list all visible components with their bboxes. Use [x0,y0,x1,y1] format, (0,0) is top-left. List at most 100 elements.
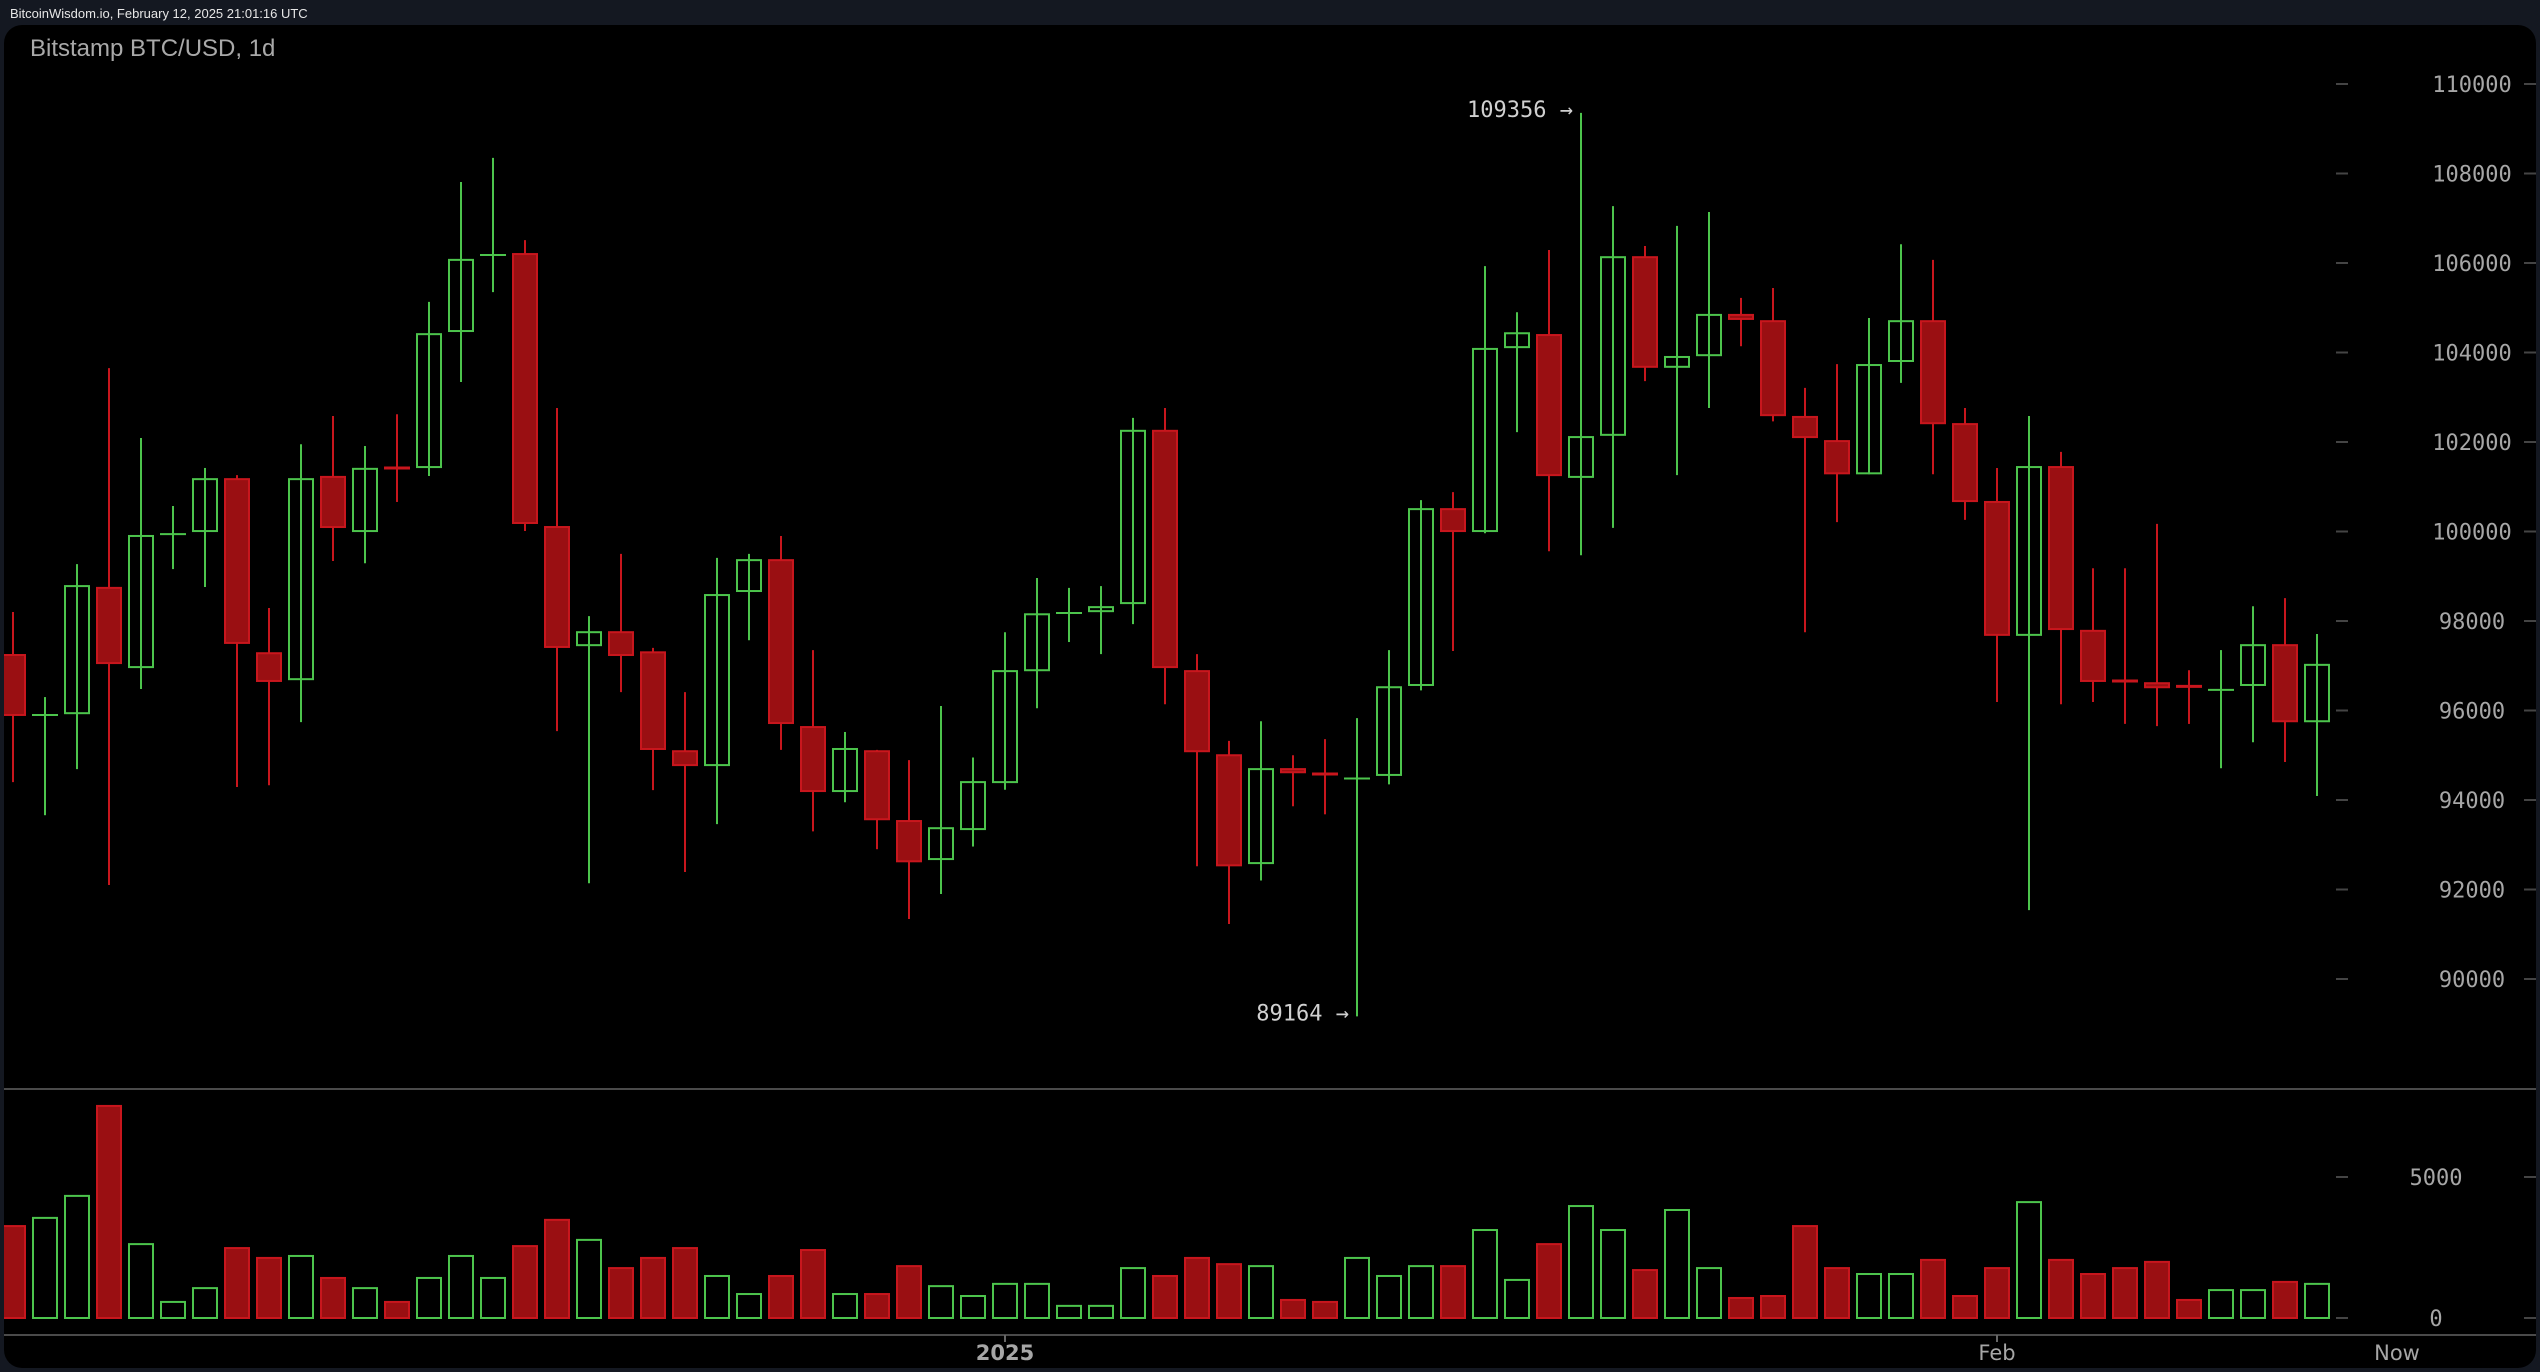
volume-bar-down[interactable] [96,1104,122,1320]
candle-down-body[interactable] [1792,415,1818,439]
volume-bar-down[interactable] [2112,1267,2138,1320]
candle-up-body[interactable] [960,781,986,831]
volume-bar-up[interactable] [2304,1282,2330,1320]
volume-bar-up[interactable] [1376,1274,1402,1320]
volume-bar-up[interactable] [1504,1278,1530,1320]
candle-up-body[interactable] [928,827,954,861]
volume-bar-up[interactable] [2208,1289,2234,1320]
candle-up-body[interactable] [1856,364,1882,475]
candle-up-body[interactable] [448,258,474,333]
candle-down-body[interactable] [1824,440,1850,475]
candle-up-body[interactable] [64,585,90,715]
volume-bar-down[interactable] [256,1256,282,1319]
volume-bar-down[interactable] [4,1225,26,1319]
candle-down-body[interactable] [96,586,122,665]
volume-bar-up[interactable] [1408,1265,1434,1320]
volume-bar-up[interactable] [992,1282,1018,1320]
volume-bar-down[interactable] [1760,1295,1786,1320]
volume-bar-up[interactable] [1696,1267,1722,1320]
volume-bar-down[interactable] [1152,1274,1178,1320]
candle-up-body[interactable] [736,559,762,593]
volume-bar-up[interactable] [704,1274,730,1320]
volume-bar-down[interactable] [800,1249,826,1319]
volume-bar-up[interactable] [1600,1229,1626,1319]
candle-down-body[interactable] [1760,320,1786,417]
volume-bar-down[interactable] [768,1274,794,1320]
candle-up-body[interactable] [576,631,602,647]
volume-bar-up[interactable] [480,1276,506,1320]
candle-down-body[interactable] [1440,508,1466,533]
candle-down-body[interactable] [544,526,570,648]
volume-bar-up[interactable] [1088,1304,1114,1320]
volume-bar-up[interactable] [1344,1256,1370,1319]
volume-bar-up[interactable] [928,1285,954,1320]
candle-down-body[interactable] [1728,313,1754,320]
candle-up-body[interactable] [1472,347,1498,533]
candle-up-body[interactable] [1248,768,1274,865]
volume-bar-up[interactable] [1888,1273,1914,1320]
candle-down-body[interactable] [864,750,890,821]
candle-up-body[interactable] [2304,663,2330,723]
candle-up-body[interactable] [1088,606,1114,613]
volume-bar-down[interactable] [672,1247,698,1319]
candle-up-body[interactable] [992,670,1018,784]
candle-down-body[interactable] [1536,334,1562,477]
candle-down-body[interactable] [4,654,26,716]
volume-bar-up[interactable] [192,1287,218,1320]
candle-up-body[interactable] [1696,313,1722,357]
volume-bar-up[interactable] [1568,1205,1594,1320]
candle-down-body[interactable] [1632,256,1658,368]
volume-bar-up[interactable] [2240,1289,2266,1320]
candle-down-body[interactable] [1184,670,1210,753]
volume-bar-down[interactable] [1312,1300,1338,1320]
volume-bar-down[interactable] [1824,1267,1850,1320]
volume-bar-up[interactable] [1024,1282,1050,1320]
volume-bar-down[interactable] [512,1245,538,1319]
volume-bar-up[interactable] [288,1254,314,1319]
volume-bar-up[interactable] [128,1243,154,1319]
candle-down-body[interactable] [320,475,346,529]
candle-down-body[interactable] [1280,768,1306,774]
volume-bar-down[interactable] [608,1267,634,1320]
volume-bar-down[interactable] [1984,1267,2010,1320]
candle-down-body[interactable] [224,478,250,644]
candle-up-body[interactable] [2240,644,2266,686]
candle-down-body[interactable] [640,651,666,750]
volume-bar-down[interactable] [2272,1280,2298,1320]
candle-up-body[interactable] [416,333,442,469]
candle-down-body[interactable] [1952,423,1978,503]
candle-up-body[interactable] [832,747,858,793]
candle-down-body[interactable] [256,652,282,682]
volume-bar-down[interactable] [1920,1258,1946,1319]
volume-bar-up[interactable] [1472,1229,1498,1319]
candle-up-body[interactable] [1504,332,1530,349]
candle-down-body[interactable] [2272,644,2298,723]
volume-bar-down[interactable] [1536,1243,1562,1319]
candle-down-body[interactable] [608,631,634,657]
candle-up-body[interactable] [288,478,314,681]
candle-down-body[interactable] [512,253,538,524]
volume-bar-down[interactable] [2176,1298,2202,1320]
volume-bar-down[interactable] [1184,1256,1210,1319]
volume-bar-down[interactable] [1632,1269,1658,1320]
volume-bar-up[interactable] [1856,1273,1882,1320]
candle-down-body[interactable] [2048,466,2074,631]
candle-down-body[interactable] [2144,682,2170,689]
candle-down-body[interactable] [2080,629,2106,682]
volume-bar-down[interactable] [320,1276,346,1320]
candle-up-body[interactable] [1568,436,1594,478]
volume-bar-up[interactable] [736,1293,762,1320]
candle-down-body[interactable] [1152,429,1178,669]
volume-bar-down[interactable] [384,1300,410,1320]
volume-bar-up[interactable] [352,1287,378,1320]
volume-bar-up[interactable] [32,1216,58,1320]
candle-up-body[interactable] [192,478,218,533]
volume-bar-up[interactable] [1664,1208,1690,1320]
volume-bar-up[interactable] [416,1276,442,1320]
candle-up-body[interactable] [1376,686,1402,776]
candle-up-body[interactable] [1120,429,1146,605]
candle-down-body[interactable] [768,559,794,725]
volume-bar-down[interactable] [2080,1273,2106,1320]
volume-bar-up[interactable] [576,1238,602,1319]
volume-bar-up[interactable] [832,1293,858,1320]
